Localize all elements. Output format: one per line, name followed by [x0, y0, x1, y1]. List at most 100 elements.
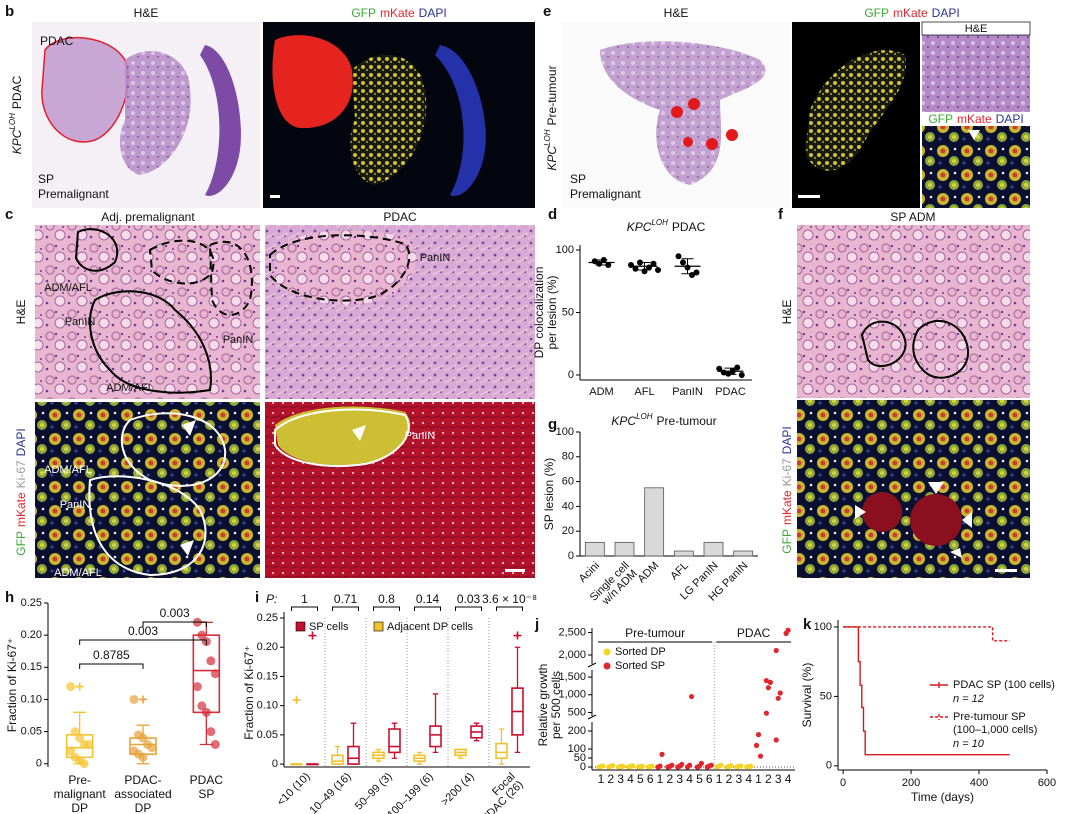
lesion-label: PanIN [65, 316, 96, 328]
data-point [693, 269, 700, 276]
panel-f-images [797, 225, 1030, 578]
x-tick-label: 400 [970, 777, 988, 789]
y-tick-label: 50 [820, 690, 832, 702]
data-point [206, 656, 216, 666]
panel-e-images [562, 21, 1031, 208]
x-tick-label: malignant [54, 787, 107, 801]
channel-label: GFP mKate DAPI [351, 6, 446, 20]
channel-ki67: Ki-67 [14, 460, 28, 488]
whisker [432, 693, 439, 754]
legend-label: SP cells [309, 621, 349, 633]
y-tick-label: 50 [574, 752, 586, 764]
lesion-label: ADM/AFL [106, 382, 154, 394]
panel-letter: d [548, 206, 557, 223]
data-point [708, 762, 714, 768]
row-label: H&E [14, 300, 28, 325]
data-point [659, 751, 665, 758]
data-point [765, 685, 771, 691]
panel-letter: c [5, 206, 13, 223]
data-point [657, 763, 663, 769]
data-point [147, 743, 157, 753]
y-tick-label: 0.20 [257, 641, 278, 653]
x-tick-label: 4 [686, 772, 693, 786]
genotype: KPC [545, 146, 559, 171]
overlay-label: Premalignant [38, 187, 109, 201]
column-title: H&E [664, 6, 689, 20]
genotype: KPC [627, 220, 652, 234]
x-tick-label: 600 [1038, 777, 1056, 789]
data-point [757, 753, 764, 759]
x-tick-label: 4 [745, 772, 752, 786]
x-tick-label: 1 [755, 772, 762, 786]
y-tick-label: 20 [562, 525, 574, 537]
p-value: 0.003 [160, 606, 190, 620]
data-point [210, 739, 220, 749]
row-label: GFP mKate Ki-67 DAPI [14, 428, 28, 555]
superscript: LOH [636, 412, 653, 421]
y-axis-label: SP lesion (%) [542, 458, 556, 530]
y-axis-label: DP colocalization [532, 267, 546, 359]
row-label: KPCLOH Pre-tumour [543, 65, 559, 170]
data-point [738, 372, 745, 378]
box [495, 742, 508, 760]
data-point [738, 763, 744, 769]
p-value: 0.8785 [93, 648, 130, 662]
p-value: 0.03 [457, 592, 481, 606]
x-tick-label: 4 [785, 772, 792, 786]
data-point [197, 701, 207, 711]
data-point [669, 762, 675, 768]
channel-dapi: DAPI [14, 428, 28, 456]
data-point [753, 742, 760, 749]
channel-mkate: mKate [893, 6, 928, 20]
legend-marker [603, 662, 611, 670]
x-tick-label: 200 [902, 777, 920, 789]
legend-label: Pre-tumour SP [953, 711, 1026, 723]
data-point [773, 737, 779, 743]
x-tick-label: 3 [735, 772, 742, 786]
error-bar [681, 258, 694, 275]
channel-mkate: mKate [380, 6, 415, 20]
data-point [206, 727, 216, 737]
x-tick-label: 6 [706, 772, 713, 786]
y-tick-label: 0.05 [257, 729, 278, 741]
column-title: PDAC [383, 210, 417, 224]
data-point [639, 763, 645, 769]
significance-bracket [142, 621, 207, 627]
x-tick-label: 5 [637, 772, 644, 786]
bar [673, 550, 694, 557]
significance-bracket [414, 606, 441, 611]
data-point [773, 647, 779, 654]
channel-mkate: mKate [780, 490, 794, 525]
panel-letter: e [543, 3, 551, 20]
y-tick-label: 0.15 [257, 670, 278, 682]
whisker [498, 728, 505, 765]
y-axis-label: Fraction of Ki-67⁺ [5, 638, 19, 732]
channel-label: GFP mKate DAPI [864, 6, 959, 20]
data-point [84, 739, 94, 749]
box [65, 734, 94, 759]
lesion-label: ADM/AFL [54, 567, 102, 579]
p-value: 0.14 [416, 592, 440, 606]
data-point [716, 365, 723, 372]
channel-dapi: DAPI [780, 426, 794, 454]
x-tick-label: PanIN [672, 386, 703, 398]
x-tick-label: ADM [636, 560, 662, 586]
survival-curve [843, 626, 1010, 642]
y-tick-label: 500 [568, 706, 586, 718]
x-tick-label: <10 (10) [275, 771, 313, 809]
x-tick-label: PDAC [715, 386, 746, 398]
whisker [73, 711, 87, 765]
box [192, 634, 221, 714]
x-tick-label: 1 [657, 772, 664, 786]
x-tick-label: >200 (4) [439, 771, 477, 809]
x-tick-label: 1 [598, 772, 605, 786]
panel-b-images [32, 22, 535, 208]
significance-bracket [332, 606, 359, 611]
legend-marker [603, 648, 611, 656]
y-tick-label: 100 [814, 621, 832, 633]
data-point [688, 693, 695, 700]
y-tick-label: 0.10 [21, 693, 42, 705]
significance-bracket [373, 606, 400, 611]
significance-bracket [496, 606, 523, 611]
y-axis-label: per lesion (%) [545, 275, 559, 349]
